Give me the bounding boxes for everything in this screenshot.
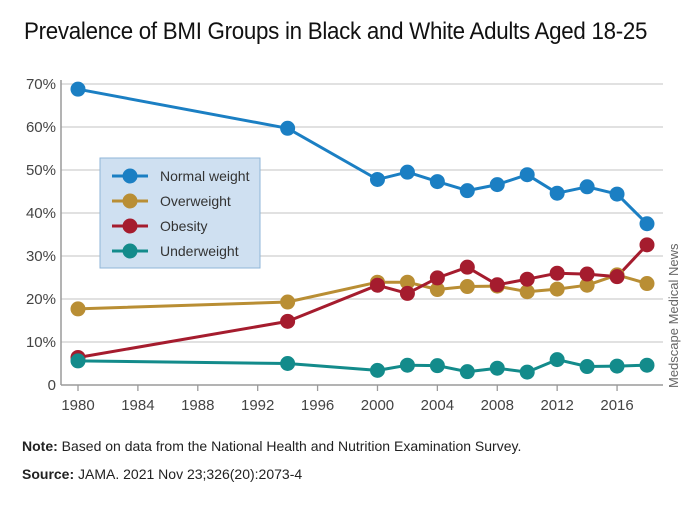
- source-label: Source:: [22, 466, 75, 482]
- legend-swatch-marker: [122, 193, 138, 209]
- data-point: [459, 259, 475, 275]
- y-tick-label: 0: [48, 377, 56, 394]
- data-point: [429, 358, 445, 374]
- legend: Normal weight Overweight Obesity Underweigh…: [99, 157, 261, 269]
- data-point: [429, 174, 445, 190]
- data-point: [519, 284, 535, 300]
- legend-swatch-marker: [122, 243, 138, 259]
- data-point: [369, 277, 385, 293]
- data-point: [579, 179, 595, 195]
- data-point: [70, 353, 86, 369]
- data-point: [399, 285, 415, 301]
- data-point: [549, 352, 565, 368]
- legend-label: Obesity: [160, 218, 207, 234]
- x-tick-label: 2016: [600, 397, 633, 414]
- y-tick-label: 50%: [26, 162, 56, 179]
- legend-label: Normal weight: [160, 168, 250, 184]
- x-tick-label: 2000: [361, 397, 394, 414]
- data-point: [459, 364, 475, 380]
- x-tick-label: 1996: [301, 397, 334, 414]
- data-point: [399, 357, 415, 373]
- legend-label: Underweight: [160, 243, 239, 259]
- data-point: [639, 216, 655, 232]
- y-tick-label: 10%: [26, 334, 56, 351]
- data-point: [639, 276, 655, 292]
- data-point: [280, 120, 296, 136]
- x-tick-label: 2008: [481, 397, 514, 414]
- y-tick-label: 30%: [26, 248, 56, 265]
- data-point: [459, 279, 475, 295]
- data-series: [70, 81, 655, 380]
- data-point: [70, 81, 86, 97]
- data-point: [280, 294, 296, 310]
- legend-swatch-marker: [122, 218, 138, 234]
- credit-text: Medscape Medical News: [666, 243, 681, 388]
- data-point: [399, 274, 415, 290]
- data-point: [70, 301, 86, 317]
- data-point: [519, 271, 535, 287]
- legend-swatch-marker: [122, 168, 138, 184]
- y-axis-ticks: 0 10% 20% 30% 40% 50% 60% 70%: [26, 76, 56, 394]
- data-point: [280, 313, 296, 329]
- data-point: [609, 269, 625, 285]
- x-tick-label: 1980: [61, 397, 94, 414]
- y-tick-label: 70%: [26, 76, 56, 93]
- line-chart: 010%20%30%40%50%60%70% 1980 1984 1988 1992 1…: [26, 76, 681, 414]
- x-tick-label: 2004: [421, 397, 454, 414]
- y-tick-label: 40%: [26, 205, 56, 222]
- data-point: [609, 358, 625, 374]
- axes: [60, 80, 663, 386]
- x-tick-label: 1992: [241, 397, 274, 414]
- data-point: [429, 270, 445, 286]
- data-point: [579, 359, 595, 375]
- y-tick-label: 60%: [26, 119, 56, 136]
- data-point: [609, 186, 625, 202]
- data-point: [429, 282, 445, 298]
- data-point: [519, 364, 535, 380]
- source-text: JAMA. 2021 Nov 23;326(20):2073-4: [74, 466, 303, 482]
- note-label: Note:: [22, 438, 58, 454]
- source-line: Source: JAMA. 2021 Nov 23;326(20):2073-4: [22, 466, 302, 482]
- data-point: [639, 237, 655, 253]
- data-point: [489, 360, 505, 376]
- data-point: [579, 266, 595, 282]
- data-point: [639, 357, 655, 373]
- data-point: [489, 177, 505, 193]
- legend-label: Overweight: [160, 193, 231, 209]
- y-tick-label: 20%: [26, 291, 56, 308]
- data-point: [399, 164, 415, 180]
- data-point: [549, 265, 565, 281]
- data-point: [459, 183, 475, 199]
- data-point: [369, 362, 385, 378]
- x-tick-label: 1988: [181, 397, 214, 414]
- chart-title: Prevalence of BMI Groups in Black and Wh…: [24, 18, 648, 45]
- data-point: [549, 185, 565, 201]
- data-point: [489, 277, 505, 293]
- note-text: Based on data from the National Health a…: [57, 438, 522, 454]
- data-point: [519, 167, 535, 183]
- x-tick-label: 1984: [121, 397, 154, 414]
- data-point: [549, 281, 565, 297]
- data-point: [369, 171, 385, 187]
- footnote: Note: Based on data from the National He…: [22, 438, 521, 454]
- x-tick-label: 2012: [540, 397, 573, 414]
- data-point: [579, 277, 595, 293]
- data-point: [280, 356, 296, 371]
- x-axis-ticks: 1980 1984 1988 1992 1996 2000 2004 2008 2012 2016: [61, 385, 634, 414]
